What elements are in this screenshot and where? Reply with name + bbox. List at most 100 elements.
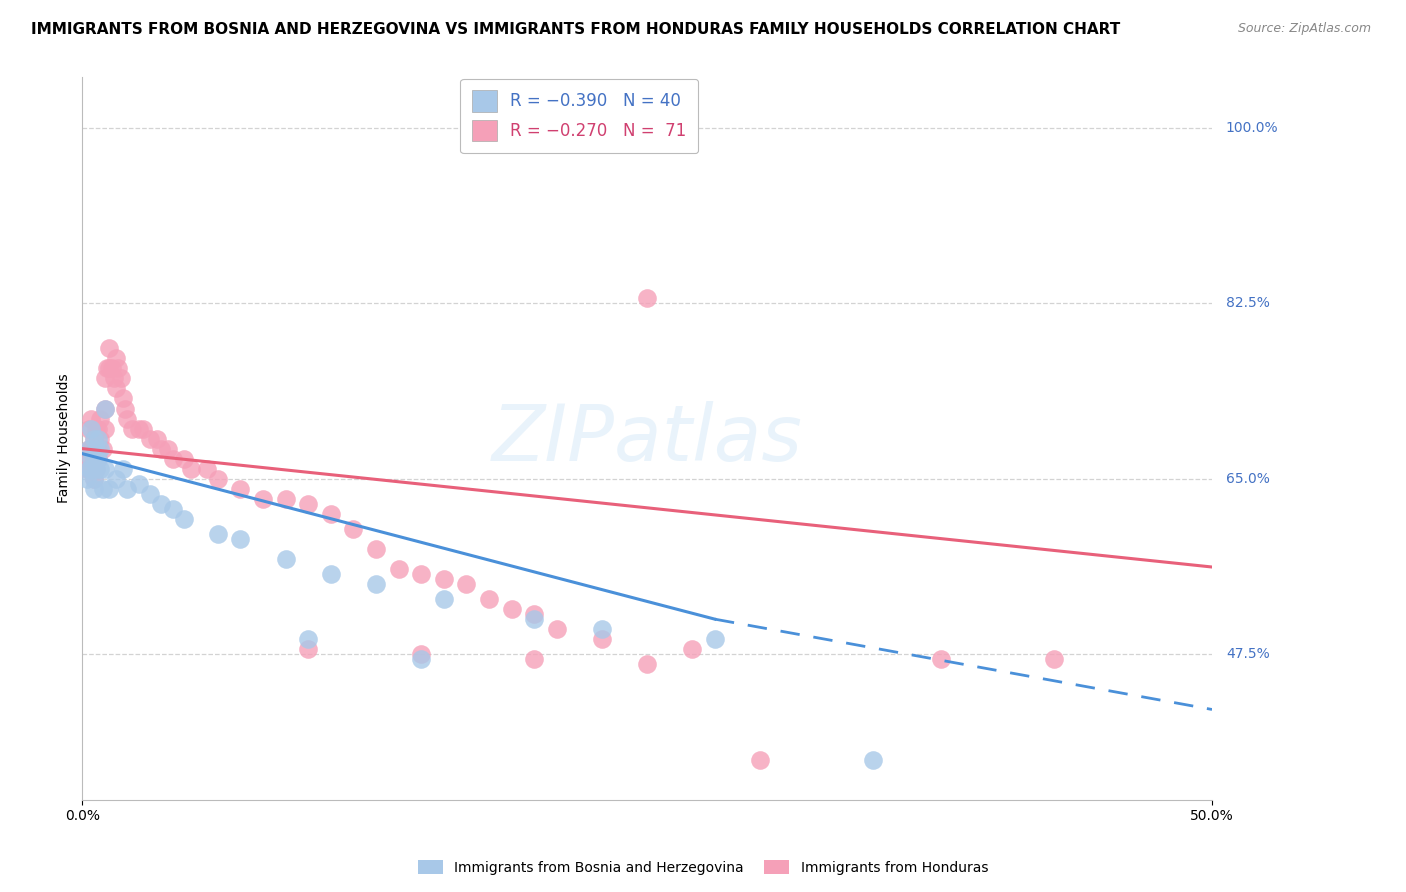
Point bbox=[146, 432, 169, 446]
Point bbox=[364, 541, 387, 556]
Point bbox=[77, 442, 100, 456]
Point bbox=[173, 512, 195, 526]
Point bbox=[139, 432, 162, 446]
Point bbox=[103, 371, 125, 385]
Point bbox=[80, 421, 103, 435]
Point bbox=[98, 482, 121, 496]
Point bbox=[523, 607, 546, 622]
Text: 47.5%: 47.5% bbox=[1226, 648, 1270, 661]
Point bbox=[84, 442, 107, 456]
Point bbox=[111, 392, 134, 406]
Point bbox=[107, 361, 129, 376]
Point bbox=[636, 657, 658, 672]
Point bbox=[80, 461, 103, 475]
Point bbox=[84, 421, 107, 435]
Point bbox=[411, 652, 433, 666]
Point bbox=[94, 401, 117, 416]
Point bbox=[139, 487, 162, 501]
Point bbox=[87, 451, 110, 466]
Point bbox=[80, 442, 103, 456]
Point bbox=[229, 532, 252, 546]
Point bbox=[105, 351, 128, 366]
Point bbox=[523, 652, 546, 666]
Point bbox=[117, 411, 139, 425]
Legend: R = −0.390   N = 40, R = −0.270   N =  71: R = −0.390 N = 40, R = −0.270 N = 71 bbox=[460, 78, 699, 153]
Point bbox=[91, 482, 114, 496]
Point bbox=[319, 567, 342, 582]
Point bbox=[76, 472, 98, 486]
Point bbox=[252, 491, 274, 506]
Point bbox=[76, 461, 98, 475]
Point bbox=[80, 461, 103, 475]
Point bbox=[94, 401, 117, 416]
Point bbox=[84, 461, 107, 475]
Point bbox=[274, 552, 297, 566]
Point bbox=[297, 497, 319, 511]
Point bbox=[173, 451, 195, 466]
Point bbox=[501, 602, 523, 616]
Point bbox=[591, 622, 613, 636]
Point bbox=[87, 432, 110, 446]
Text: 82.5%: 82.5% bbox=[1226, 296, 1270, 310]
Point bbox=[636, 291, 658, 305]
Point bbox=[94, 461, 117, 475]
Point bbox=[94, 421, 117, 435]
Point bbox=[83, 432, 105, 446]
Legend: Immigrants from Bosnia and Herzegovina, Immigrants from Honduras: Immigrants from Bosnia and Herzegovina, … bbox=[412, 855, 994, 880]
Point bbox=[456, 577, 478, 591]
Point bbox=[132, 421, 155, 435]
Point bbox=[342, 522, 364, 536]
Point bbox=[105, 472, 128, 486]
Text: 65.0%: 65.0% bbox=[1226, 472, 1270, 486]
Point bbox=[523, 612, 546, 626]
Point bbox=[111, 461, 134, 475]
Point bbox=[297, 642, 319, 657]
Point bbox=[98, 361, 121, 376]
Point bbox=[94, 371, 117, 385]
Text: IMMIGRANTS FROM BOSNIA AND HERZEGOVINA VS IMMIGRANTS FROM HONDURAS FAMILY HOUSEH: IMMIGRANTS FROM BOSNIA AND HERZEGOVINA V… bbox=[31, 22, 1121, 37]
Point bbox=[150, 497, 173, 511]
Point bbox=[80, 451, 103, 466]
Point bbox=[364, 577, 387, 591]
Point bbox=[83, 451, 105, 466]
Point bbox=[89, 432, 111, 446]
Point bbox=[128, 476, 150, 491]
Point bbox=[433, 572, 456, 586]
Point bbox=[84, 442, 107, 456]
Point bbox=[110, 371, 132, 385]
Point bbox=[77, 461, 100, 475]
Point bbox=[150, 442, 173, 456]
Point bbox=[591, 632, 613, 647]
Point bbox=[433, 592, 456, 607]
Point bbox=[91, 442, 114, 456]
Point bbox=[703, 632, 725, 647]
Point bbox=[117, 482, 139, 496]
Point bbox=[478, 592, 501, 607]
Point bbox=[100, 361, 122, 376]
Point bbox=[162, 501, 184, 516]
Point bbox=[98, 341, 121, 355]
Point bbox=[84, 461, 107, 475]
Point bbox=[411, 648, 433, 662]
Point bbox=[87, 442, 110, 456]
Point bbox=[297, 632, 319, 647]
Point bbox=[83, 432, 105, 446]
Point bbox=[157, 442, 180, 456]
Point bbox=[862, 753, 884, 767]
Text: ZIPatlas: ZIPatlas bbox=[492, 401, 803, 476]
Point bbox=[80, 411, 103, 425]
Text: 100.0%: 100.0% bbox=[1226, 120, 1278, 135]
Point bbox=[180, 461, 202, 475]
Text: Source: ZipAtlas.com: Source: ZipAtlas.com bbox=[1237, 22, 1371, 36]
Point bbox=[207, 472, 229, 486]
Y-axis label: Family Households: Family Households bbox=[58, 374, 72, 503]
Point bbox=[77, 451, 100, 466]
Point bbox=[162, 451, 184, 466]
Point bbox=[319, 507, 342, 521]
Point bbox=[83, 451, 105, 466]
Point bbox=[388, 562, 411, 576]
Point bbox=[77, 442, 100, 456]
Point bbox=[87, 451, 110, 466]
Point bbox=[96, 361, 118, 376]
Point bbox=[195, 461, 218, 475]
